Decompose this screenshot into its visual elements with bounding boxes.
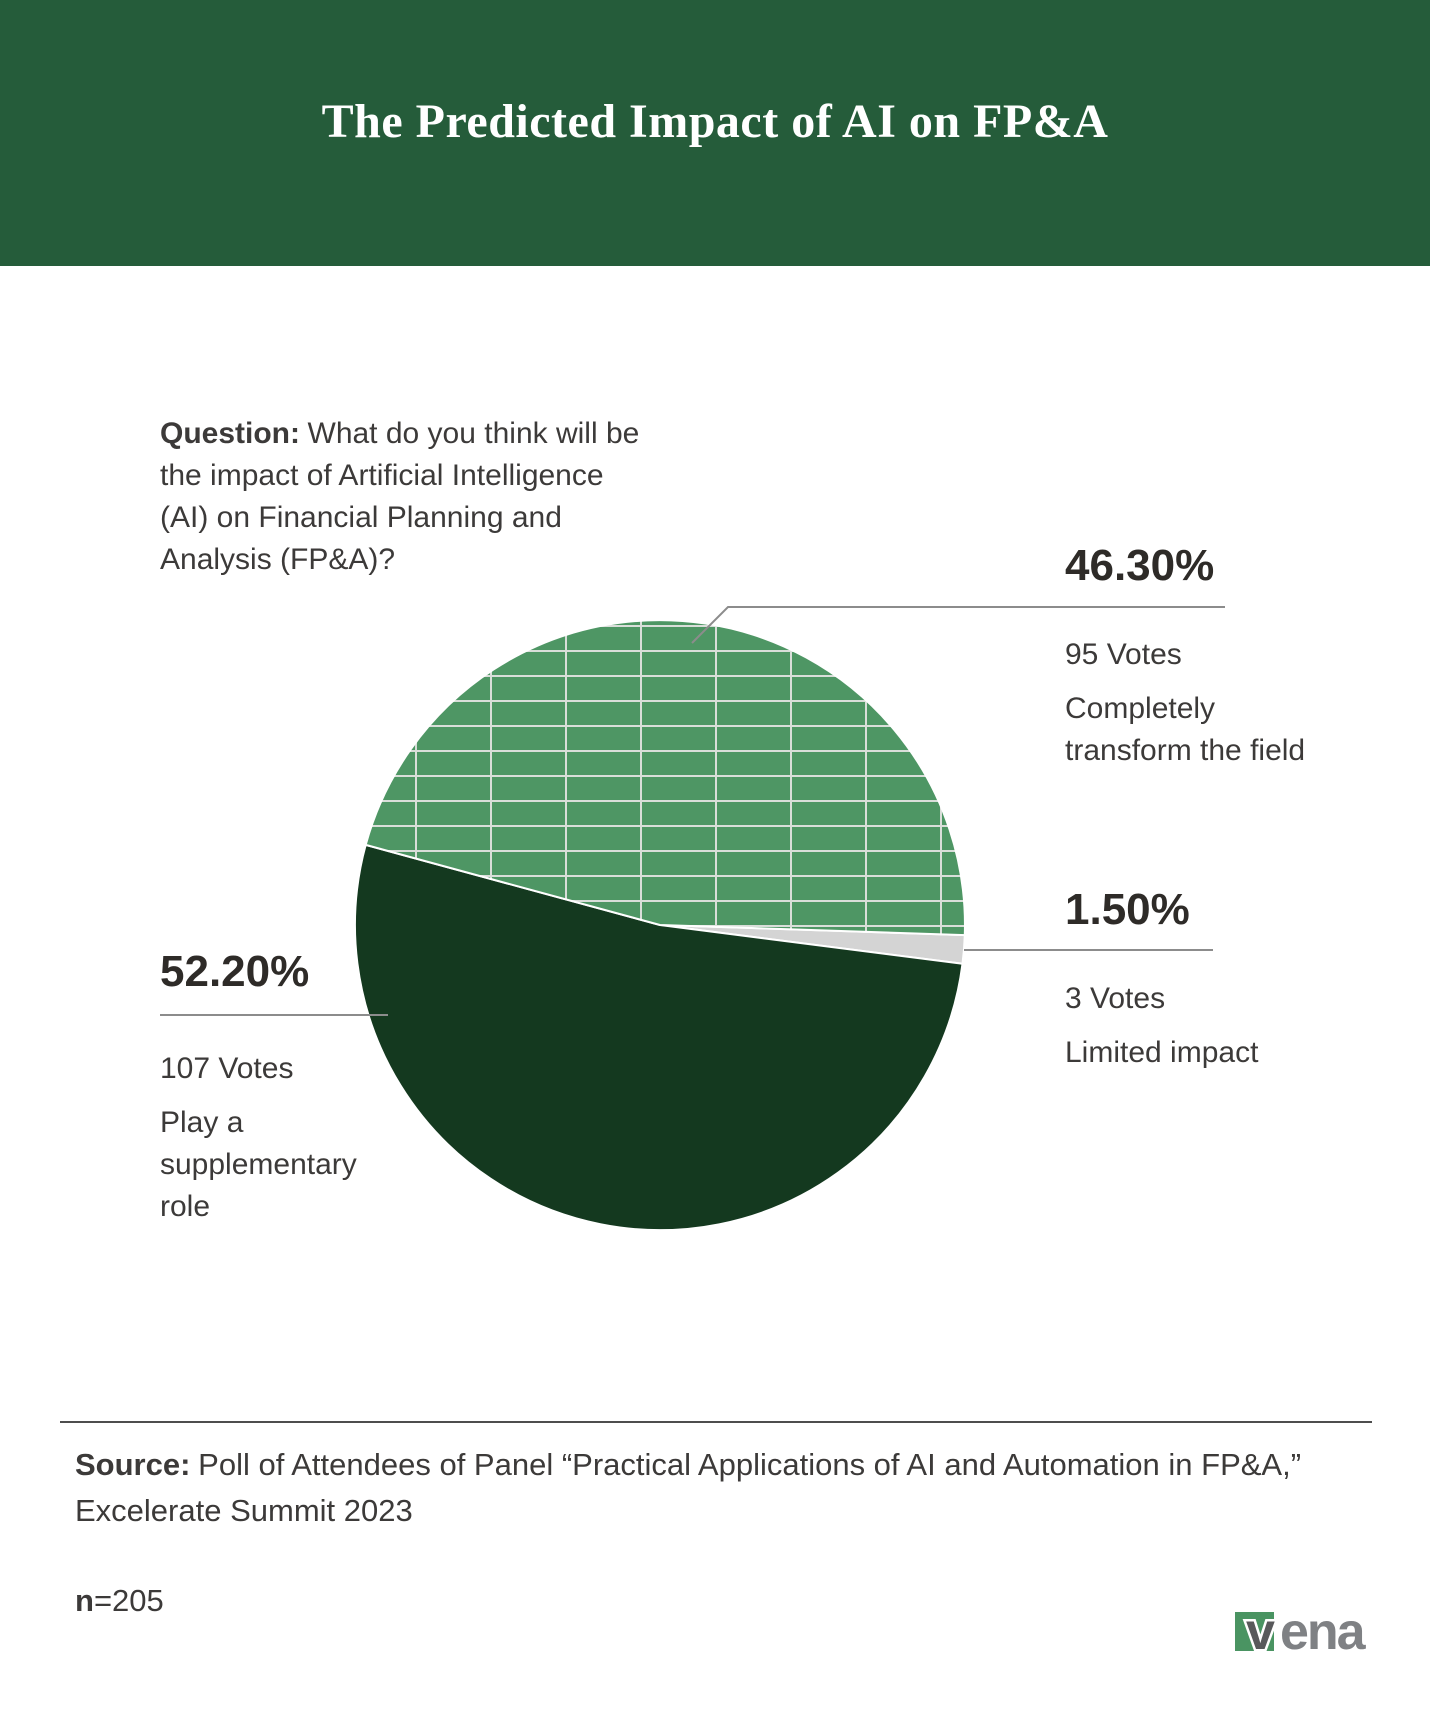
pie-slices-group — [354, 619, 966, 1232]
sample-size: n=205 — [75, 1583, 164, 1619]
vena-logo: v ena — [1235, 1608, 1369, 1654]
callout-transform: 46.30% 95 Votes Completely transform the… — [1065, 540, 1335, 772]
source-block: Source: Poll of Attendees of Panel “Pract… — [75, 1442, 1301, 1534]
callout-supplementary: 52.20% 107 Votes Play a supplementary ro… — [160, 946, 380, 1228]
vena-logo-square — [1235, 1612, 1274, 1651]
page-title: The Predicted Impact of AI on FP&A — [321, 94, 1109, 148]
callout-supplementary-votes: 107 Votes — [160, 1052, 294, 1085]
source-line-2: Excelerate Summit 2023 — [75, 1493, 413, 1528]
source-line-1: Source: Poll of Attendees of Panel “Pract… — [75, 1442, 1301, 1488]
question-block: Question: What do you think will be the i… — [160, 413, 639, 581]
callout-limited-votes: 3 Votes — [1065, 982, 1166, 1015]
callout-limited-percent: 1.50% — [1065, 885, 1190, 934]
callout-limited: 1.50% 3 Votes Limited impact — [1065, 884, 1365, 1074]
question-label: Question: — [160, 417, 300, 450]
callout-supplementary-percent: 52.20% — [160, 947, 310, 996]
pie-slice-transform — [364, 619, 966, 937]
callout-transform-description: Completely transform the field — [1065, 692, 1306, 767]
header-banner: The Predicted Impact of AI on FP&A — [0, 0, 1430, 266]
question-line-4: Analysis (FP&A)? — [160, 543, 396, 576]
sample-size-label: n — [75, 1583, 94, 1618]
callout-transform-percent: 46.30% — [1065, 541, 1215, 590]
pie-slice-supplementary — [354, 843, 964, 1232]
callout-transform-votes: 95 Votes — [1065, 638, 1182, 671]
source-line-1-text: Poll of Attendees of Panel “Practical Ap… — [198, 1447, 1302, 1482]
pie-slice-limited — [659, 924, 966, 965]
question-line-2: the impact of Artificial Intelligence — [160, 459, 604, 492]
sample-size-value: =205 — [93, 1583, 164, 1618]
callout-supplementary-description: Play a supplementary role — [160, 1106, 357, 1223]
callout-limited-description: Limited impact — [1065, 1036, 1259, 1069]
source-label: Source: — [75, 1447, 191, 1482]
vena-logo-text: ena — [1280, 1608, 1367, 1654]
question-line-3: (AI) on Financial Planning and — [160, 501, 562, 534]
vena-logo-mark: v — [1246, 1608, 1275, 1654]
question-line-1: Question: What do you think will be — [160, 413, 639, 455]
question-line-1-text: What do you think will be — [307, 417, 640, 450]
footer-divider — [60, 1421, 1372, 1423]
